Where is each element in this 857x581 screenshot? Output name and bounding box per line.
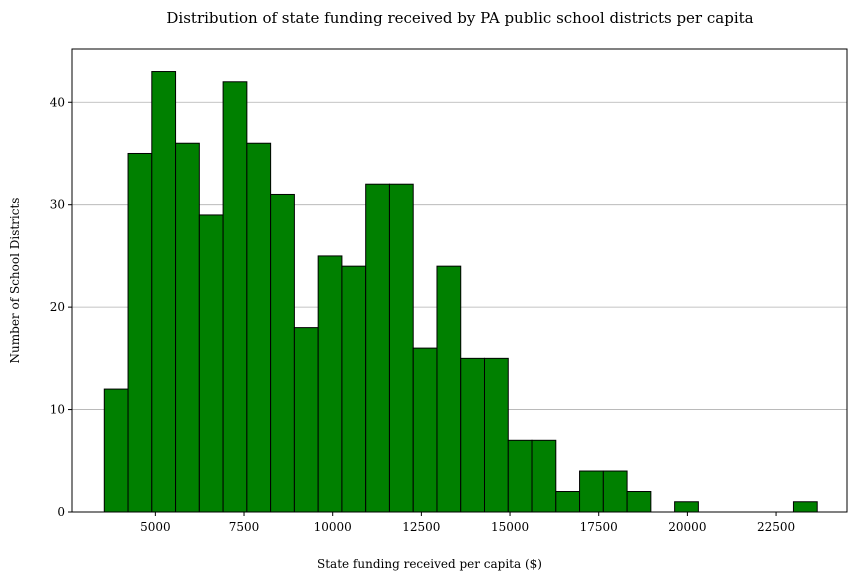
y-tick-label: 0	[57, 505, 65, 519]
x-tick-label: 20000	[668, 520, 706, 534]
x-tick-label: 22500	[757, 520, 795, 534]
y-axis-label: Number of School Districts	[8, 198, 22, 364]
histogram-bar	[507, 439, 533, 513]
y-tick-label: 40	[50, 95, 65, 109]
x-tick-label: 5000	[140, 520, 171, 534]
histogram-bar	[270, 193, 295, 513]
x-axis-label: State funding received per capita ($)	[317, 557, 542, 571]
histogram-bar	[579, 470, 604, 513]
histogram-bars	[103, 71, 818, 513]
histogram-bar	[626, 491, 652, 513]
histogram-bar	[127, 152, 153, 513]
histogram-bar	[436, 265, 462, 513]
histogram-bar	[555, 491, 581, 513]
x-tick-label: 12500	[402, 520, 440, 534]
y-tick-label: 30	[50, 198, 65, 212]
histogram-bar	[198, 214, 224, 513]
y-axis-ticks: 0 10 20 30 40	[50, 95, 72, 519]
histogram-bar	[674, 501, 699, 513]
histogram-bar	[602, 470, 628, 513]
histogram-bar	[175, 142, 200, 513]
histogram-bar	[151, 71, 177, 513]
x-tick-label: 17500	[580, 520, 618, 534]
y-tick-label: 10	[50, 403, 65, 417]
histogram-bar	[103, 388, 129, 513]
histogram-bar	[531, 439, 557, 513]
histogram-bar	[365, 183, 390, 513]
y-tick-label: 20	[50, 300, 65, 314]
x-tick-label: 15000	[491, 520, 529, 534]
chart-title: Distribution of state funding received b…	[166, 9, 754, 27]
x-axis-ticks: 5000 7500 10000 12500 15000 17500 20000 22500	[140, 512, 795, 534]
histogram-bar	[460, 357, 486, 513]
histogram-bar	[246, 142, 272, 513]
histogram-bar	[222, 81, 248, 513]
histogram-bar	[484, 357, 509, 513]
histogram-bar	[792, 501, 818, 513]
histogram-bar	[293, 327, 319, 513]
histogram-bar	[341, 265, 367, 513]
histogram-bar	[412, 347, 438, 513]
histogram-bar	[388, 183, 414, 513]
plot-frame	[71, 48, 848, 513]
x-tick-label: 10000	[314, 520, 352, 534]
histogram-bar	[317, 255, 343, 513]
x-tick-label: 7500	[229, 520, 260, 534]
